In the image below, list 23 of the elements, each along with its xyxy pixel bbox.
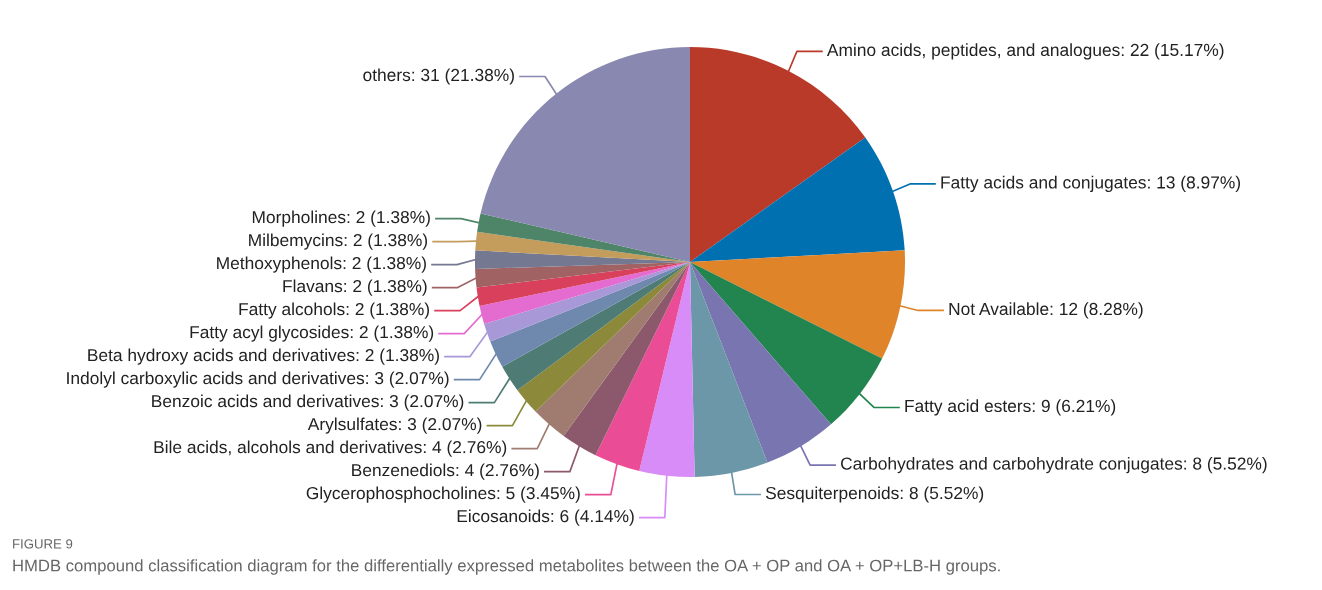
slice-label: Fatty alcohols: 2 (1.38%) [239,302,429,319]
slice-label: Beta hydroxy acids and derivatives: 2 (1.38%) [88,348,439,365]
slice-label: Indolyl carboxylic acids and derivatives: 3 (2.07%) [67,371,449,388]
slice-label: Milbemycins: 2 (1.38%) [249,233,428,250]
slice-label: Fatty acids and conjugates: 13 (8.97%) [941,175,1241,192]
slice-label: others: 31 (21.38%) [363,68,514,85]
slice-label: Fatty acyl glycosides: 2 (1.38%) [190,325,434,342]
slice-label: Not Available: 12 (8.28%) [949,302,1143,319]
slice-label: Sesquiterpenoids: 8 (5.52%) [765,486,984,503]
slice-label: Eicosanoids: 6 (4.14%) [457,509,634,526]
text: HMDB compound classification diagram for the differentially expressed metabolites between the OA + OP and OA + OP+LB-H groups. [13,559,1000,575]
slice-label: Flavans: 2 (1.38%) [283,279,427,296]
slice-label: Amino acids, peptides, and analogues: 22 (15.17%) [826,43,1224,60]
caption: FIGURE 9 [13,539,73,549]
slice-label: Carbohydrates and carbohydrate conjugates: 8 (5.52%) [841,456,1267,474]
slice-label: Glycerophosphocholines: 5 (3.45%) [306,486,580,503]
slice-label: Fatty acid esters: 9 (6.21%) [905,399,1116,416]
slice-label: Arylsulfates: 3 (2.07%) [307,417,482,434]
slice-label: Methoxyphenols: 2 (1.38%) [217,256,426,273]
slice-label: Benzoic acids and derivatives: 3 (2.07%) [152,394,464,411]
slice-label: Bile acids, alcohols and derivatives: 4 (2.76%) [154,440,507,457]
slice-label: Benzenediols: 4 (2.76%) [352,463,539,480]
slice-label: Morpholines: 2 (1.38%) [252,210,430,227]
